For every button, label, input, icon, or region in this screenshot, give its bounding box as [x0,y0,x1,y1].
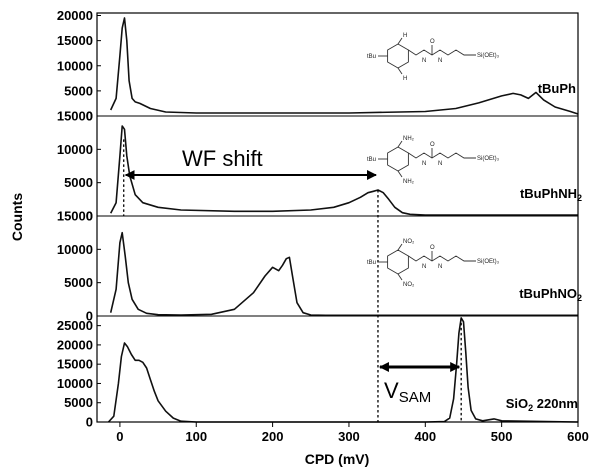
bottom-sub-bond [397,170,403,178]
panel-3: 0 5000 10000 15000 20000 25000 [57,315,579,430]
panel-label-tbuphno2-base: tBuPhNO [519,286,577,301]
panel-label-tbuph: tBuPh [538,81,576,96]
panel-label-tbuphnh2: tBuPhNH2 [520,186,582,203]
top-sub-bond [397,140,403,148]
benzene-ring [387,146,409,172]
x-axis-title: CPD (mV) [305,451,370,467]
y-tick-label: 10000 [57,242,93,257]
y-tick-label: 5000 [64,83,93,98]
x-tick-label: 200 [262,429,284,444]
nh-text-1: N [422,264,426,270]
panel-label-sio2-sub: 2 [528,403,533,413]
y-tick-label: 10000 [57,142,93,157]
x-tick-label: 600 [567,429,589,444]
benzene-ring [387,249,409,275]
oxygen-text: O [430,142,435,148]
wf-shift-label: WF shift [182,146,263,171]
panel-label-sio2-rest: 220nm [533,396,578,411]
y-tick-label: 20000 [57,337,93,352]
chain-bonds [408,255,476,262]
nh-text-2: N [438,58,442,64]
chain-bonds [408,152,476,159]
top-sub-bond [397,37,403,45]
benzene-ring [387,43,409,69]
y-tick-label: 10000 [57,376,93,391]
y-tick-label: 0 [86,209,93,224]
molecule-structure-0: tBu H H O N N Si(OEt)₃ [367,33,500,82]
vsam-label-main: V [384,378,399,403]
y-tick-label: 15000 [57,109,93,124]
panel-1: 0 5000 10000 15000 [57,109,578,224]
plot-frame [96,12,579,423]
molecule-structure-1: tBu NH₂ NH₂ O N N Si(OEt)₃ [367,136,500,185]
bottom-sub-bond [397,67,403,75]
series-line-1 [109,125,578,216]
series-line-0 [109,17,579,115]
oxygen-text: O [430,245,435,251]
top-sub-bond [397,243,403,251]
x-tick-label: 300 [338,429,360,444]
tbu-text: tBu [367,54,376,60]
bottom-sub-bond [397,273,403,281]
y-tick-label: 15000 [57,357,93,372]
vsam-label-sub: SAM [399,389,432,406]
y-tick-label: 10000 [57,58,93,73]
tbu-text: tBu [367,260,376,266]
panel-label-tbuphno2: tBuPhNO2 [519,286,582,303]
y-axis-title: Counts [9,193,25,241]
silane-text: Si(OEt)₃ [477,259,500,265]
top-substituent-text: NO₂ [403,239,415,245]
bottom-substituent-text: NH₂ [403,179,415,185]
panel-label-sio2: SiO2 220nm [506,396,578,413]
x-tick-label: 400 [414,429,436,444]
nh-text-2: N [438,161,442,167]
y-tick-label: 0 [86,109,93,124]
y-tick-label: 5000 [64,395,93,410]
y-tick-label: 20000 [57,8,93,23]
tbu-text: tBu [367,157,376,163]
silane-text: Si(OEt)₃ [477,53,500,59]
panel-label-tbuph-base: tBuPh [538,81,576,96]
nh-text-1: N [422,58,426,64]
y-tick-label: 5000 [64,275,93,290]
y-tick-label: 0 [86,415,93,430]
y-tick-label: 25000 [57,318,93,333]
x-tick-label: 0 [116,429,123,444]
y-tick-label: 15000 [57,209,93,224]
panel-label-tbuphnh2-sub: 2 [577,193,582,203]
y-tick-label: 5000 [64,175,93,190]
series-line-2 [109,231,578,317]
panel-label-tbuphno2-sub: 2 [577,293,582,303]
bottom-substituent-text: H [403,76,407,82]
x-tick-label: 100 [185,429,207,444]
silane-text: Si(OEt)₃ [477,156,500,162]
panels-layer: 0500010000150002000005000100001500005000… [57,8,579,430]
top-substituent-text: H [403,33,407,39]
nh-text-2: N [438,264,442,270]
nh-text-1: N [422,161,426,167]
y-tick-label: 15000 [57,33,93,48]
vsam-label: VSAM [384,378,431,406]
panel-2: 0 5000 10000 15000 [57,209,578,324]
panel-label-tbuphnh2-base: tBuPhNH [520,186,577,201]
panel-0: 0 5000 10000 15000 20000 [57,8,579,124]
bottom-substituent-text: NO₂ [403,282,415,288]
y-tick-label: 0 [86,309,93,324]
x-tick-label: 500 [491,429,513,444]
panel-label-sio2-base: SiO [506,396,528,411]
chain-bonds [408,49,476,56]
molecule-structure-2: tBu NO₂ NO₂ O N N Si(OEt)₃ [367,239,500,288]
oxygen-text: O [430,39,435,45]
top-substituent-text: NH₂ [403,136,415,142]
